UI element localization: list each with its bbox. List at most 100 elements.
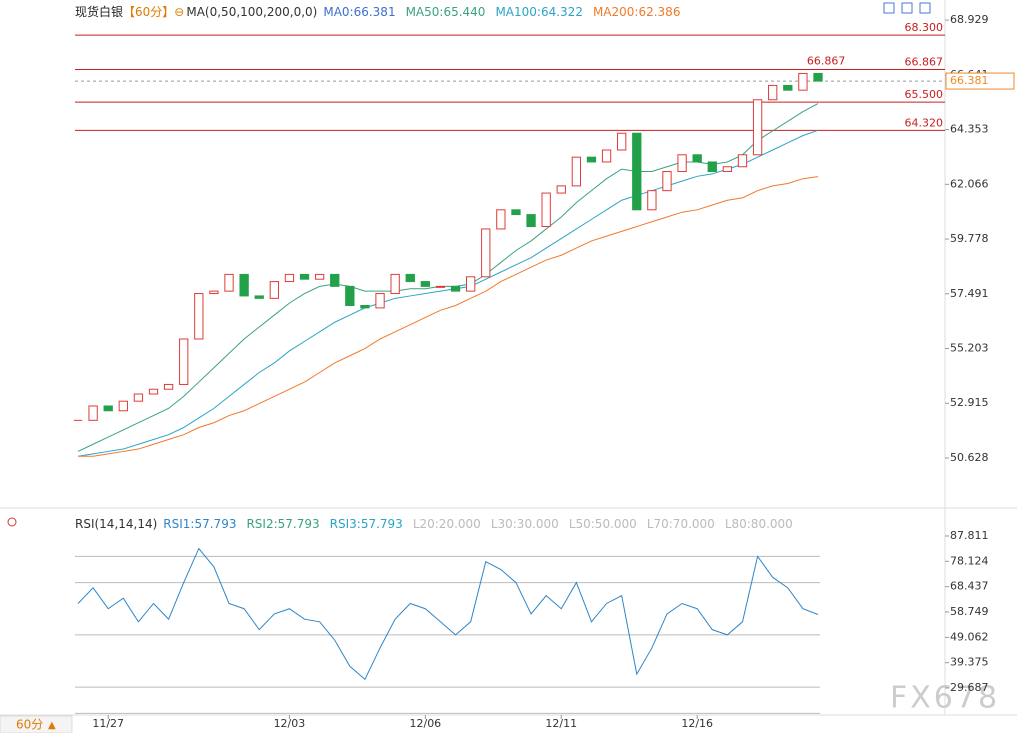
period-arrow[interactable]: ▲ xyxy=(48,720,56,731)
x-tick-label: 12/11 xyxy=(545,717,577,730)
candle xyxy=(752,99,763,156)
candle xyxy=(450,285,461,292)
candle xyxy=(179,338,189,385)
candle xyxy=(224,273,234,292)
y-tick-label: 49.062 xyxy=(950,630,989,643)
rsi-title: RSI(14,14,14) xyxy=(75,517,158,531)
candle xyxy=(133,393,144,402)
tool-icon[interactable] xyxy=(901,2,913,14)
legend-entry: RSI2:57.793 xyxy=(246,517,320,531)
current-price-label: 66.381 xyxy=(950,74,989,87)
candle xyxy=(209,290,219,295)
ma-params: MA(0,50,100,200,0,0) xyxy=(186,4,318,19)
candle xyxy=(496,209,506,230)
tool-icon[interactable] xyxy=(883,2,895,14)
level-legend: L80:80.000 xyxy=(724,517,793,531)
candle xyxy=(813,72,823,82)
candle xyxy=(647,190,657,211)
legend-entry: RSI3:57.793 xyxy=(329,517,403,531)
legend-entry: MA50:65.440 xyxy=(405,4,486,19)
legend-entry: MA200:62.386 xyxy=(592,4,681,19)
legend: MA0:66.381 MA50:65.440 MA100:64.322 MA200:6… xyxy=(323,5,680,19)
y-tick-label: 50.628 xyxy=(950,451,989,464)
x-tick-label: 12/03 xyxy=(274,717,306,730)
watermark: FX678 xyxy=(890,681,1000,716)
candle xyxy=(118,400,128,412)
candle xyxy=(269,281,279,299)
y-tick-label: 64.353 xyxy=(950,123,989,136)
ma-line xyxy=(77,129,819,457)
candle xyxy=(375,293,385,309)
candle xyxy=(586,156,597,163)
y-tick-label: 78.124 xyxy=(950,554,989,567)
candle xyxy=(692,154,702,163)
y-tick-label: 39.375 xyxy=(950,656,989,669)
main-header: 现货白银 【60分】 ⊖ MA(0,50,100,200,0,0) MA0:66… xyxy=(75,3,680,20)
level-legend: L70:70.000 xyxy=(646,517,715,531)
candle xyxy=(677,154,687,173)
y-tick-label: 68.929 xyxy=(950,13,989,26)
period-label: 【60分】 xyxy=(123,5,175,19)
level-legend: L20:20.000 xyxy=(412,517,481,531)
y-tick-label: 57.491 xyxy=(950,287,989,300)
period[interactable]: 60分 xyxy=(16,718,43,732)
candle xyxy=(390,273,400,295)
candle xyxy=(798,72,808,91)
collapse-icon[interactable]: ⊖ xyxy=(174,4,185,19)
tool-icon[interactable] xyxy=(919,2,931,14)
candle xyxy=(88,405,98,421)
candle xyxy=(526,214,536,228)
toolbar[interactable] xyxy=(883,2,931,14)
y-tick-label: 68.437 xyxy=(950,580,989,593)
x-tick-label: 11/27 xyxy=(92,717,124,730)
rsi-header: RSI(14,14,14) RSI1:57.793 RSI2:57.793 RSI3… xyxy=(75,517,793,531)
y-tick-label: 59.778 xyxy=(950,232,989,245)
candle xyxy=(541,192,551,228)
legend-entry: MA0:66.381 xyxy=(323,4,396,19)
candle xyxy=(662,171,672,192)
level-label: 65.500 xyxy=(905,88,944,101)
candle xyxy=(148,388,159,395)
candle xyxy=(239,273,249,297)
candle xyxy=(330,273,340,287)
candle xyxy=(299,273,310,280)
candle xyxy=(163,383,174,390)
candle xyxy=(556,185,566,194)
period-box[interactable] xyxy=(0,715,73,733)
candle xyxy=(722,166,733,173)
current-price-box xyxy=(945,72,1015,90)
level-legend: L30:30.000 xyxy=(490,517,559,531)
candle xyxy=(254,295,264,299)
candle xyxy=(632,132,642,211)
x-tick-label: 12/16 xyxy=(681,717,713,730)
instrument: 现货白银 xyxy=(75,5,124,19)
y-tick-label: 52.915 xyxy=(950,396,989,409)
candle xyxy=(768,84,778,101)
rsi-line xyxy=(77,547,819,681)
y-tick-label: 58.749 xyxy=(950,605,989,618)
candle xyxy=(617,132,627,151)
legend-entry: RSI1:57.793 xyxy=(163,517,237,531)
candle xyxy=(194,293,204,340)
settings-icon[interactable] xyxy=(7,517,17,527)
candle xyxy=(466,276,476,292)
candle xyxy=(284,273,295,283)
y-tick-label: 87.811 xyxy=(950,529,989,542)
candle xyxy=(707,161,717,173)
y-tick-label: 62.066 xyxy=(950,177,989,190)
level-label: 68.300 xyxy=(905,21,944,34)
y-tick-label: 55.203 xyxy=(950,341,989,354)
level-label: 64.320 xyxy=(905,116,944,129)
candle xyxy=(405,273,415,283)
y-tick-label: 29.687 xyxy=(950,681,989,694)
candle xyxy=(345,285,355,307)
candle xyxy=(737,154,748,168)
candle xyxy=(783,84,793,91)
ma-line xyxy=(78,176,819,457)
candle xyxy=(314,273,325,280)
candle xyxy=(511,209,521,216)
candle xyxy=(571,156,582,187)
